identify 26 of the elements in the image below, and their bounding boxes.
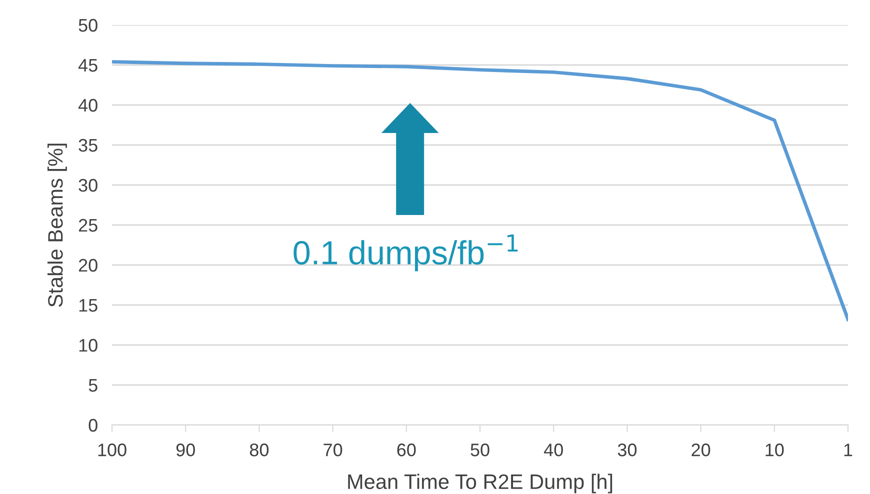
x-tick-label: 70 [324,444,342,456]
x-axis-title: Mean Time To R2E Dump [h] [348,474,612,494]
line-series [112,60,848,322]
x-tick-label: 60 [397,444,416,456]
y-axis-title: Stable Beams [%] [48,144,67,307]
y-tick-label: 20 [78,258,98,272]
x-tick-label: 90 [176,444,195,456]
y-tick-label: 30 [78,178,98,192]
annotation: 0.1 dumps/fb$^{−1}$ [294,234,518,272]
y-tick-label: 50 [78,18,98,32]
x-tick-label: 30 [618,444,637,456]
x-tick-label: 1 [844,444,852,456]
y-tick-label: 40 [78,98,98,112]
y-tick-label: 10 [79,338,98,352]
y-tick-label: 25 [78,218,98,232]
x-tick-label: 100 [98,444,126,456]
y-tick-label: 15 [79,299,98,312]
x-tick-label: 50 [470,444,490,456]
x-tick-label: 40 [544,444,563,456]
y-tick-label: 35 [78,138,98,152]
x-tick-label: 80 [250,444,269,456]
y-tick-label: 45 [78,59,98,72]
y-tick-label: 0 [88,418,98,432]
x-tick-label: 20 [692,444,710,456]
x-tick-label: 10 [766,444,784,456]
y-tick-label: 5 [88,379,98,392]
